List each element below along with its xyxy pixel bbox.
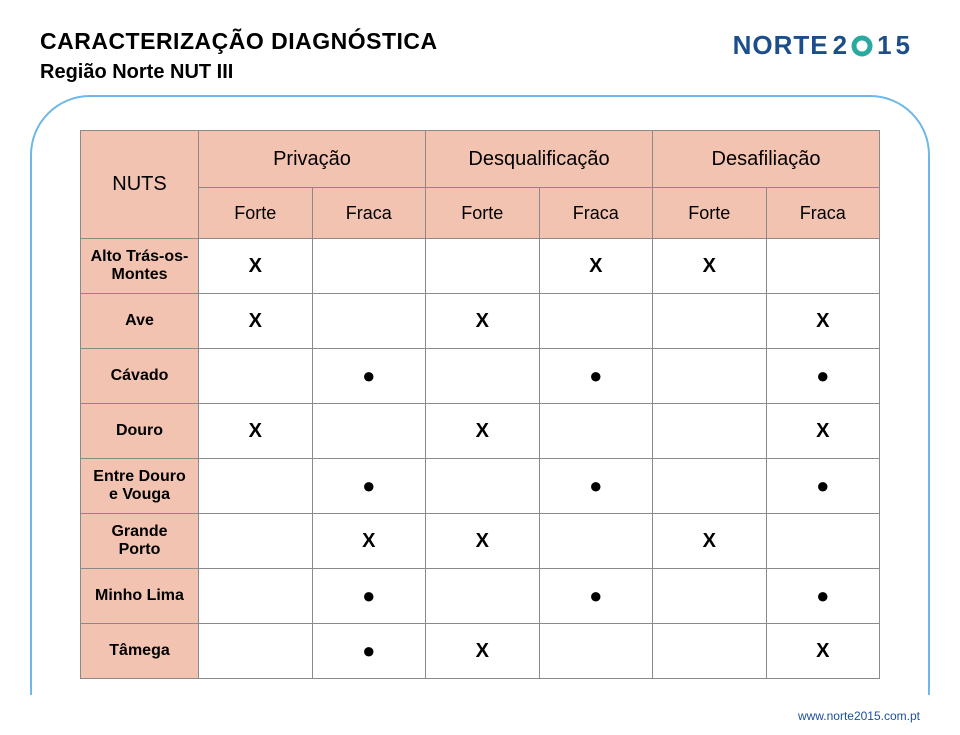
- footer-url: www.norte2015.com.pt: [798, 709, 920, 723]
- row-label: Ave: [81, 294, 199, 349]
- table-cell: [653, 459, 767, 514]
- table-cell: [766, 514, 880, 569]
- table-cell: [199, 569, 313, 624]
- logo-year-2: 2: [833, 30, 847, 61]
- table-row: DouroXXX: [81, 404, 880, 459]
- table-cell: [312, 239, 426, 294]
- data-table: NUTS Privação Desqualificação Desafiliaç…: [80, 130, 880, 679]
- table-cell: X: [766, 404, 880, 459]
- table-cell: [312, 404, 426, 459]
- table-cell: ●: [539, 349, 653, 404]
- table-cell: X: [426, 624, 540, 679]
- table-cell: X: [539, 239, 653, 294]
- table-cell: X: [426, 514, 540, 569]
- table-cell: [199, 349, 313, 404]
- group-header: Desqualificação: [426, 131, 653, 188]
- table-row: AveXXX: [81, 294, 880, 349]
- table-cell: ●: [312, 459, 426, 514]
- sub-header: Forte: [653, 188, 767, 239]
- table-row: Cávado ● ● ●: [81, 349, 880, 404]
- table-cell: [426, 349, 540, 404]
- table-cell: [199, 459, 313, 514]
- logo: NORTE 2 1 5: [733, 30, 910, 61]
- row-label: Douro: [81, 404, 199, 459]
- table-cell: ●: [766, 459, 880, 514]
- table-cell: [766, 239, 880, 294]
- table-cell: X: [766, 624, 880, 679]
- table-cell: [426, 239, 540, 294]
- table-row: Entre Douroe Vouga ● ● ●: [81, 459, 880, 514]
- sub-header: Fraca: [766, 188, 880, 239]
- sub-header: Fraca: [539, 188, 653, 239]
- table-cell: [426, 569, 540, 624]
- table-cell: X: [199, 294, 313, 349]
- table-cell: [312, 294, 426, 349]
- table-cell: [653, 624, 767, 679]
- table-cell: ●: [312, 569, 426, 624]
- table-cell: [199, 624, 313, 679]
- table-cell: X: [653, 239, 767, 294]
- table-cell: [653, 294, 767, 349]
- logo-text-main: NORTE: [733, 30, 829, 61]
- table-cell: X: [312, 514, 426, 569]
- logo-ring-first: [851, 35, 873, 57]
- data-table-container: NUTS Privação Desqualificação Desafiliaç…: [80, 130, 880, 679]
- corner-header: NUTS: [81, 131, 199, 239]
- table-cell: [539, 514, 653, 569]
- table-row: Alto Trás-os-MontesXXX: [81, 239, 880, 294]
- table-cell: X: [199, 404, 313, 459]
- row-label: Entre Douroe Vouga: [81, 459, 199, 514]
- table-row: Minho Lima ● ● ●: [81, 569, 880, 624]
- table-cell: X: [199, 239, 313, 294]
- table-cell: [539, 624, 653, 679]
- sub-header: Forte: [426, 188, 540, 239]
- table-cell: [426, 459, 540, 514]
- table-cell: X: [426, 404, 540, 459]
- logo-year-5: 5: [896, 30, 910, 61]
- table-cell: ●: [539, 569, 653, 624]
- table-cell: [653, 569, 767, 624]
- row-label: GrandePorto: [81, 514, 199, 569]
- table-row: GrandePortoXXX: [81, 514, 880, 569]
- page-subtitle: Região Norte NUT III: [40, 61, 920, 84]
- row-label: Alto Trás-os-Montes: [81, 239, 199, 294]
- table-cell: ●: [766, 349, 880, 404]
- table-cell: ●: [312, 624, 426, 679]
- row-label: Minho Lima: [81, 569, 199, 624]
- sub-header: Fraca: [312, 188, 426, 239]
- table-cell: [539, 404, 653, 459]
- table-cell: X: [766, 294, 880, 349]
- logo-year-1: 1: [877, 30, 891, 61]
- table-cell: ●: [766, 569, 880, 624]
- table-cell: ●: [539, 459, 653, 514]
- table-cell: X: [653, 514, 767, 569]
- row-label: Tâmega: [81, 624, 199, 679]
- table-cell: [539, 294, 653, 349]
- table-cell: [653, 404, 767, 459]
- table-cell: ●: [312, 349, 426, 404]
- sub-header: Forte: [199, 188, 313, 239]
- group-header: Desafiliação: [653, 131, 880, 188]
- row-label: Cávado: [81, 349, 199, 404]
- group-header: Privação: [199, 131, 426, 188]
- table-row: Tâmega●XX: [81, 624, 880, 679]
- table-cell: [199, 514, 313, 569]
- table-cell: X: [426, 294, 540, 349]
- table-cell: [653, 349, 767, 404]
